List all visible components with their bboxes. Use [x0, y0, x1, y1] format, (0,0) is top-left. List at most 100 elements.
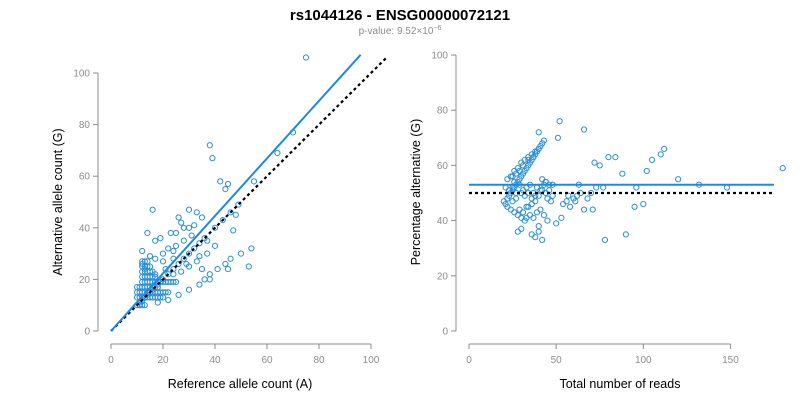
data-point — [245, 263, 252, 270]
data-point — [198, 265, 206, 273]
data-point — [227, 255, 234, 262]
data-point — [193, 209, 200, 216]
data-point — [154, 299, 161, 306]
data-point — [540, 137, 548, 144]
data-point — [139, 302, 146, 309]
data-point — [204, 250, 211, 257]
y-axis-label-allele: Alternative allele count (G) — [51, 128, 65, 275]
x-tick-label: 100 — [635, 355, 652, 366]
data-point — [521, 156, 528, 163]
data-point — [167, 229, 174, 237]
y-tick-label: 100 — [73, 69, 90, 80]
data-point — [528, 200, 535, 208]
data-point — [157, 294, 164, 301]
data-point — [544, 195, 551, 202]
data-point — [175, 260, 182, 268]
data-point — [584, 195, 591, 202]
p-value-text: p-value: 9.52×10 — [359, 26, 434, 37]
data-point — [547, 198, 555, 205]
data-point — [509, 198, 516, 205]
x-tick-label: 20 — [157, 355, 169, 366]
data-point — [605, 154, 612, 161]
percentage-scatter-panel: 0 50 100 150 0 20 40 60 80 100 Total number of re… — [409, 51, 786, 391]
data-point — [514, 165, 521, 172]
data-point — [214, 265, 221, 273]
data-point — [206, 142, 213, 149]
data-point — [580, 126, 588, 133]
y-tick-label: 80 — [79, 120, 91, 131]
x-tick-label: 150 — [722, 355, 739, 366]
data-point — [159, 294, 167, 301]
percentage-points — [500, 118, 786, 244]
data-point — [661, 145, 668, 152]
data-point — [540, 211, 548, 219]
data-point — [532, 234, 539, 241]
figure-title: rs1044126 - ENSG00000072121 — [290, 7, 510, 24]
y-tick-label: 40 — [79, 223, 91, 234]
y-tick-label: 60 — [437, 161, 449, 172]
p-value-exponent: −6 — [433, 25, 441, 32]
data-point — [222, 186, 229, 193]
data-point — [149, 206, 156, 213]
data-point — [185, 263, 193, 270]
data-point — [152, 237, 159, 244]
data-point — [511, 209, 518, 216]
data-point — [204, 237, 211, 244]
data-point — [178, 268, 185, 275]
x-tick-label: 80 — [313, 355, 325, 366]
y-axis-label-percentage: Percentage alternative (G) — [409, 119, 423, 266]
p-value-subtitle: p-value: 9.52×10−6 — [359, 25, 442, 37]
data-point — [227, 209, 234, 216]
data-point — [580, 206, 588, 213]
data-point — [512, 195, 520, 202]
data-point — [514, 228, 521, 235]
x-tick-label: 0 — [108, 355, 114, 366]
data-point — [518, 225, 525, 232]
data-point — [170, 278, 177, 286]
data-point — [631, 203, 638, 210]
data-point — [274, 149, 281, 157]
data-point — [230, 227, 237, 234]
data-point — [191, 222, 198, 229]
data-point — [141, 302, 148, 309]
data-point — [159, 250, 167, 257]
data-point — [185, 224, 193, 231]
data-point — [144, 229, 151, 237]
data-point — [250, 178, 258, 185]
data-point — [180, 255, 187, 262]
data-point — [178, 219, 185, 226]
data-point — [539, 236, 546, 244]
data-point — [248, 245, 255, 252]
data-point — [558, 214, 565, 221]
data-point — [152, 273, 159, 280]
y-tick-label: 20 — [79, 275, 91, 286]
data-point — [643, 167, 650, 175]
y-tick-label: 80 — [437, 106, 449, 117]
data-point — [196, 281, 203, 288]
data-point — [523, 203, 530, 210]
data-point — [185, 286, 193, 293]
data-point — [521, 217, 528, 224]
data-point — [601, 236, 609, 244]
percentage-lines — [469, 183, 774, 195]
data-point — [516, 206, 523, 213]
allele-count-axes: 0 20 40 60 80 100 0 20 40 60 80 100 — [73, 69, 379, 367]
data-point — [596, 162, 603, 169]
data-point — [640, 200, 647, 208]
data-point — [302, 54, 310, 61]
data-point — [217, 178, 224, 185]
data-point — [170, 271, 177, 278]
data-point — [560, 200, 567, 208]
data-point — [779, 165, 786, 172]
x-tick-label: 0 — [466, 355, 472, 366]
data-point — [206, 276, 213, 283]
data-point — [191, 245, 198, 252]
y-tick-label: 0 — [84, 327, 90, 338]
data-point — [553, 220, 560, 227]
x-axis-label-allele: Reference allele count (A) — [168, 377, 313, 391]
data-point — [206, 271, 213, 278]
data-point — [572, 198, 579, 205]
data-point — [185, 250, 193, 257]
data-point — [612, 154, 619, 161]
